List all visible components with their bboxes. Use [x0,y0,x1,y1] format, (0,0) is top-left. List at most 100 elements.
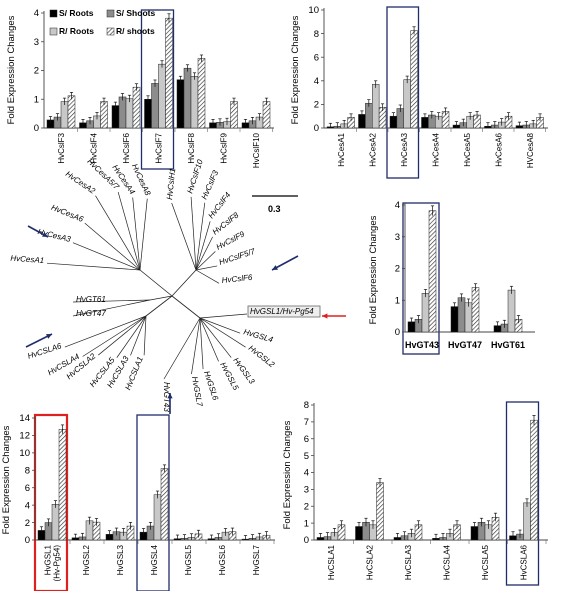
x-tick-label-gsl-4: HvGSL5 [184,544,193,575]
y-tick-label-gsl: 6 [25,483,30,494]
arrow-gt43-head [167,393,173,399]
x-tick-label-csl-3: HvCslF7 [155,132,164,163]
tree-branch-HvCesA4 [132,197,141,271]
tree-branch-HvGSL3 [199,317,232,358]
x-tick-label-csl-2: HvCslF6 [122,132,131,163]
x-tick-label-csl-0: HvCslF3 [57,132,66,163]
bar-cesa-2-2 [403,79,411,129]
tree-leaf-label-HvGT47: HvGT47 [76,309,106,318]
bar-csl-3-1 [151,83,159,129]
y-tick-label-gsl: 10 [19,448,30,459]
highlight-box-csla-5 [505,401,540,586]
highlight-box-cesa-2 [386,6,420,179]
y-tick-label-csla: 0 [304,535,309,546]
x-tick-label-gsl-6: HvGSL7 [252,544,261,575]
bar-csl-3-0 [144,99,152,129]
legend-swatch-r_shoots [106,27,115,36]
x-tick-label-gt-2: HvGT61 [491,340,525,350]
bar-gsl-3-3 [160,468,169,541]
tree-leaf-label-HvGT43: HvGT43 [162,382,171,412]
tree-branch-HvCSLA4 [82,315,147,357]
bar-gt-1-1 [457,297,466,333]
bar-cesa-1-2 [372,84,380,129]
y-tick-label-gt: 1 [395,295,400,306]
y-tick-label-csla: 7 [304,417,309,428]
y-tick-label-cesa: 4 [314,76,319,87]
y-tick-label-csla: 4 [304,468,309,479]
tree-branch-internal-csla [145,295,173,317]
tree-branch-HvCesA3 [72,242,141,271]
y-tick-label-cesa: 10 [308,5,319,16]
tree-scale-label: 0.3 [268,204,281,214]
tree-leaf-label-HvCesA2: HvCesA2 [64,169,98,196]
bar-csl-1-3 [100,101,108,129]
tree-leaf-label-HvCesA3: HvCesA3 [37,227,72,244]
y-tick-label-cesa: 6 [314,52,319,63]
x-tick-label-gsl-0: HvGSL1 [44,544,53,575]
x-tick-label-csla-2: HvCSLA3 [404,544,413,580]
x-tick-label-cesa-2: HvCesA3 [400,132,409,166]
tree-label-box-HvGSL1/Hv-Pg54 [247,305,321,318]
tree-branch-HvCslH1 [171,202,197,271]
y-tick-label-cesa: 8 [314,29,319,40]
bar-csla-5-3 [530,419,538,541]
legend-label-s_roots: S/ Roots [59,8,94,18]
tree-branch-HvGSL2 [199,317,246,348]
arrow-cslf5-head [272,265,278,270]
tree-branch-HvGSL5 [199,317,219,362]
bar-csl-3-2 [158,63,166,129]
tree-branch-HvCslF5/7 [195,265,218,271]
tree-branch-HvGT43 [163,317,201,380]
bar-csl-4-0 [176,79,185,129]
tree-branch-internal-cesa [139,269,173,297]
tree-leaf-label-HvCslH1: HvCslH1 [165,168,177,200]
bar-gsl-3-2 [153,494,162,541]
tree-branch-HvGSL7 [191,317,201,375]
chart-cesa: 0 2 4 6 8 10 Fold Expression Changes HvCesA1 HvC… [290,5,548,179]
chart-csla: 0 1 2 3 4 5 6 7 8 Fold Expression Changes HvCSLA1 H… [282,400,548,586]
tree-branch-HvCSLA6 [64,315,147,348]
x-tick-label-csla-3: HvCSLA4 [443,544,452,580]
y-tick-label-gt: 3 [395,232,400,243]
bar-csl-0-3 [67,95,76,129]
bar-cesa-1-1 [365,102,373,129]
bar-csl-0-2 [60,101,69,129]
x-tick-label-csla-1: HvCSLA2 [366,544,375,580]
bar-csla-1-3 [376,482,384,541]
x-tick-label-csla-5: HvCSLA6 [520,544,529,580]
tree-leaf-label-HvGT61: HvGT61 [76,295,106,304]
chart-csl: 0 1 2 3 4 Fold Expression Changes HvCslF3 HvCsl… [6,8,274,170]
x-tick-label-cesa-6: HVCesA8 [526,132,535,168]
y-axis-title-csl: Fold Expression Changes [6,15,17,124]
bar-gsl-0-2 [51,504,60,541]
y-tick-label-csla: 5 [304,451,309,462]
bar-csl-4-2 [190,76,199,129]
x-tick-label-cesa-1: HvCesA2 [368,132,377,166]
tree-branch-HvCesA6 [84,222,141,271]
bar-gsl-0-3 [58,429,67,541]
tree-branch-HvCslF10 [190,196,197,271]
y-tick-label-csla: 8 [304,400,309,411]
x-tick-label-gsl-2: HvGSL3 [116,544,125,575]
legend: S/ Roots S/ Shoots R/ Roots R/ shoots [49,8,155,36]
tree-branch-HvCslF3 [195,202,206,271]
bar-csla-5-2 [523,502,531,541]
bar-gt-0-2 [421,293,430,333]
y-tick-label-csl: 4 [34,8,39,19]
x-tick-label-cesa-4: HvCesA5 [463,132,472,166]
y-tick-label-gsl: 14 [19,413,30,424]
y-tick-label-csla: 2 [304,501,309,512]
charts-layer: 0 1 2 3 4 Fold Expression Changes HvCslF3 HvCsl… [1,5,548,591]
tree-branch-HvCesA5/7 [117,191,141,271]
tree-branch-internal-gsl [171,295,201,319]
y-tick-label-gsl: 8 [25,465,30,476]
tree-branch-HvCSLA3 [130,315,147,356]
y-tick-label-gsl: 0 [25,535,30,546]
tree-branch-HvCslF9 [195,251,216,271]
tree-branch-internal-csl [171,269,197,297]
x-tick-label-gsl-1: HvGSL2 [82,544,91,575]
legend-swatch-s_shoots [106,9,115,18]
x-tick-label-cesa-3: HvCesA4 [431,132,440,166]
y-tick-label-csla: 3 [304,485,309,496]
x-tick-label-cesa-0: HvCesA1 [337,132,346,166]
